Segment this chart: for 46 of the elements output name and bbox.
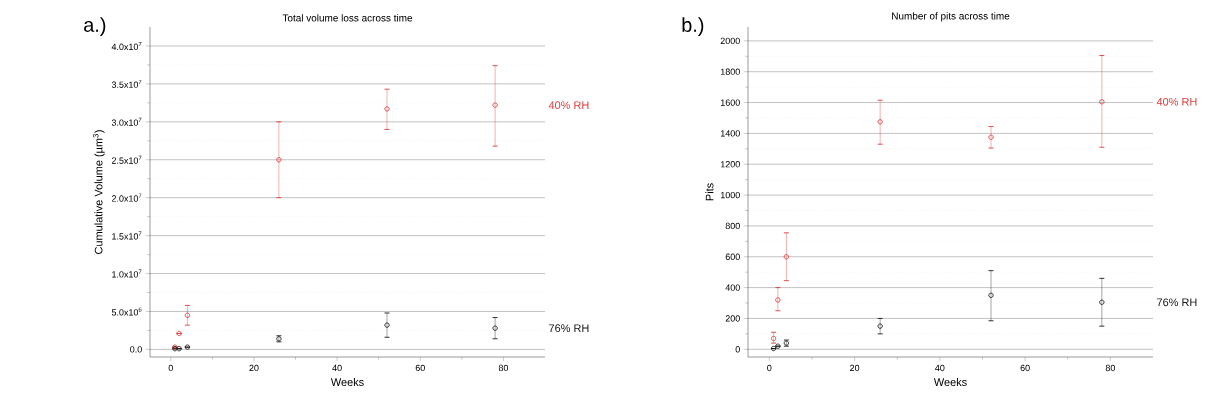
y-tick-label: 2.5x10$^{7}$ — [111, 155, 142, 164]
x-tick-label: 80 — [498, 364, 509, 372]
text: 40% RH — [548, 101, 589, 110]
y-axis-title: Cumulative Volume (µm$^{3}$) — [93, 130, 105, 254]
y-tick-label: 1.0x10$^{7}$ — [112, 269, 142, 278]
x-tick-label: 40 — [935, 364, 945, 372]
y-tick-label: 800 — [725, 222, 740, 230]
text: 40% RH — [1156, 97, 1197, 106]
x-tick-label: 20 — [249, 364, 259, 372]
x-axis-title: Weeks — [330, 377, 364, 387]
x-tick-label: 80 — [1105, 364, 1116, 372]
text: 76% RH — [549, 324, 589, 333]
text: b.) — [682, 17, 704, 36]
x-tick-label: 60 — [1020, 364, 1030, 372]
y-tick-label: 1600 — [720, 99, 740, 106]
x-tick-label: 20 — [850, 364, 860, 372]
y-tick-label: 200 — [725, 315, 740, 322]
x-axis-title: Weeks — [933, 377, 967, 387]
y-tick-label: 3.0x10$^{7}$ — [111, 117, 142, 126]
y-tick-label: 3.5x10$^{7}$ — [111, 79, 142, 88]
point — [184, 344, 191, 350]
y-tick-label: 1000 — [720, 191, 740, 199]
y-tick-label: 4.0x10$^{7}$ — [111, 41, 142, 50]
x-tick-label: 60 — [415, 364, 425, 372]
y-tick-label: 400 — [725, 284, 740, 291]
x-tick-label: 40 — [332, 364, 342, 372]
y-tick-label: 600 — [725, 253, 740, 260]
y-tick-label: 1200 — [720, 161, 740, 168]
chart-title: Total volume loss across time — [282, 14, 413, 22]
y-tick-label: 5.0x10$^{6}$ — [111, 307, 142, 316]
text: 76% RH — [1157, 298, 1197, 307]
point — [176, 330, 182, 337]
x-tick-label: 0 — [767, 364, 772, 372]
point — [176, 346, 182, 352]
y-axis-title: Pits — [705, 183, 714, 201]
chart-title: Number of pits across time — [892, 12, 1010, 22]
y-tick-label: 2.0x10$^{7}$ — [111, 193, 142, 202]
y-tick-label: 1400 — [720, 130, 740, 137]
text: a.) — [84, 17, 106, 36]
y-tick-label: 0 — [735, 346, 740, 353]
y-tick-label: 2000 — [720, 37, 740, 45]
y-tick-label: 1800 — [720, 68, 740, 75]
point — [770, 335, 777, 342]
x-tick-label: 0 — [168, 364, 173, 372]
y-tick-label: 0.0 — [130, 346, 142, 353]
y-tick-label: 1.5x10$^{7}$ — [112, 231, 142, 240]
